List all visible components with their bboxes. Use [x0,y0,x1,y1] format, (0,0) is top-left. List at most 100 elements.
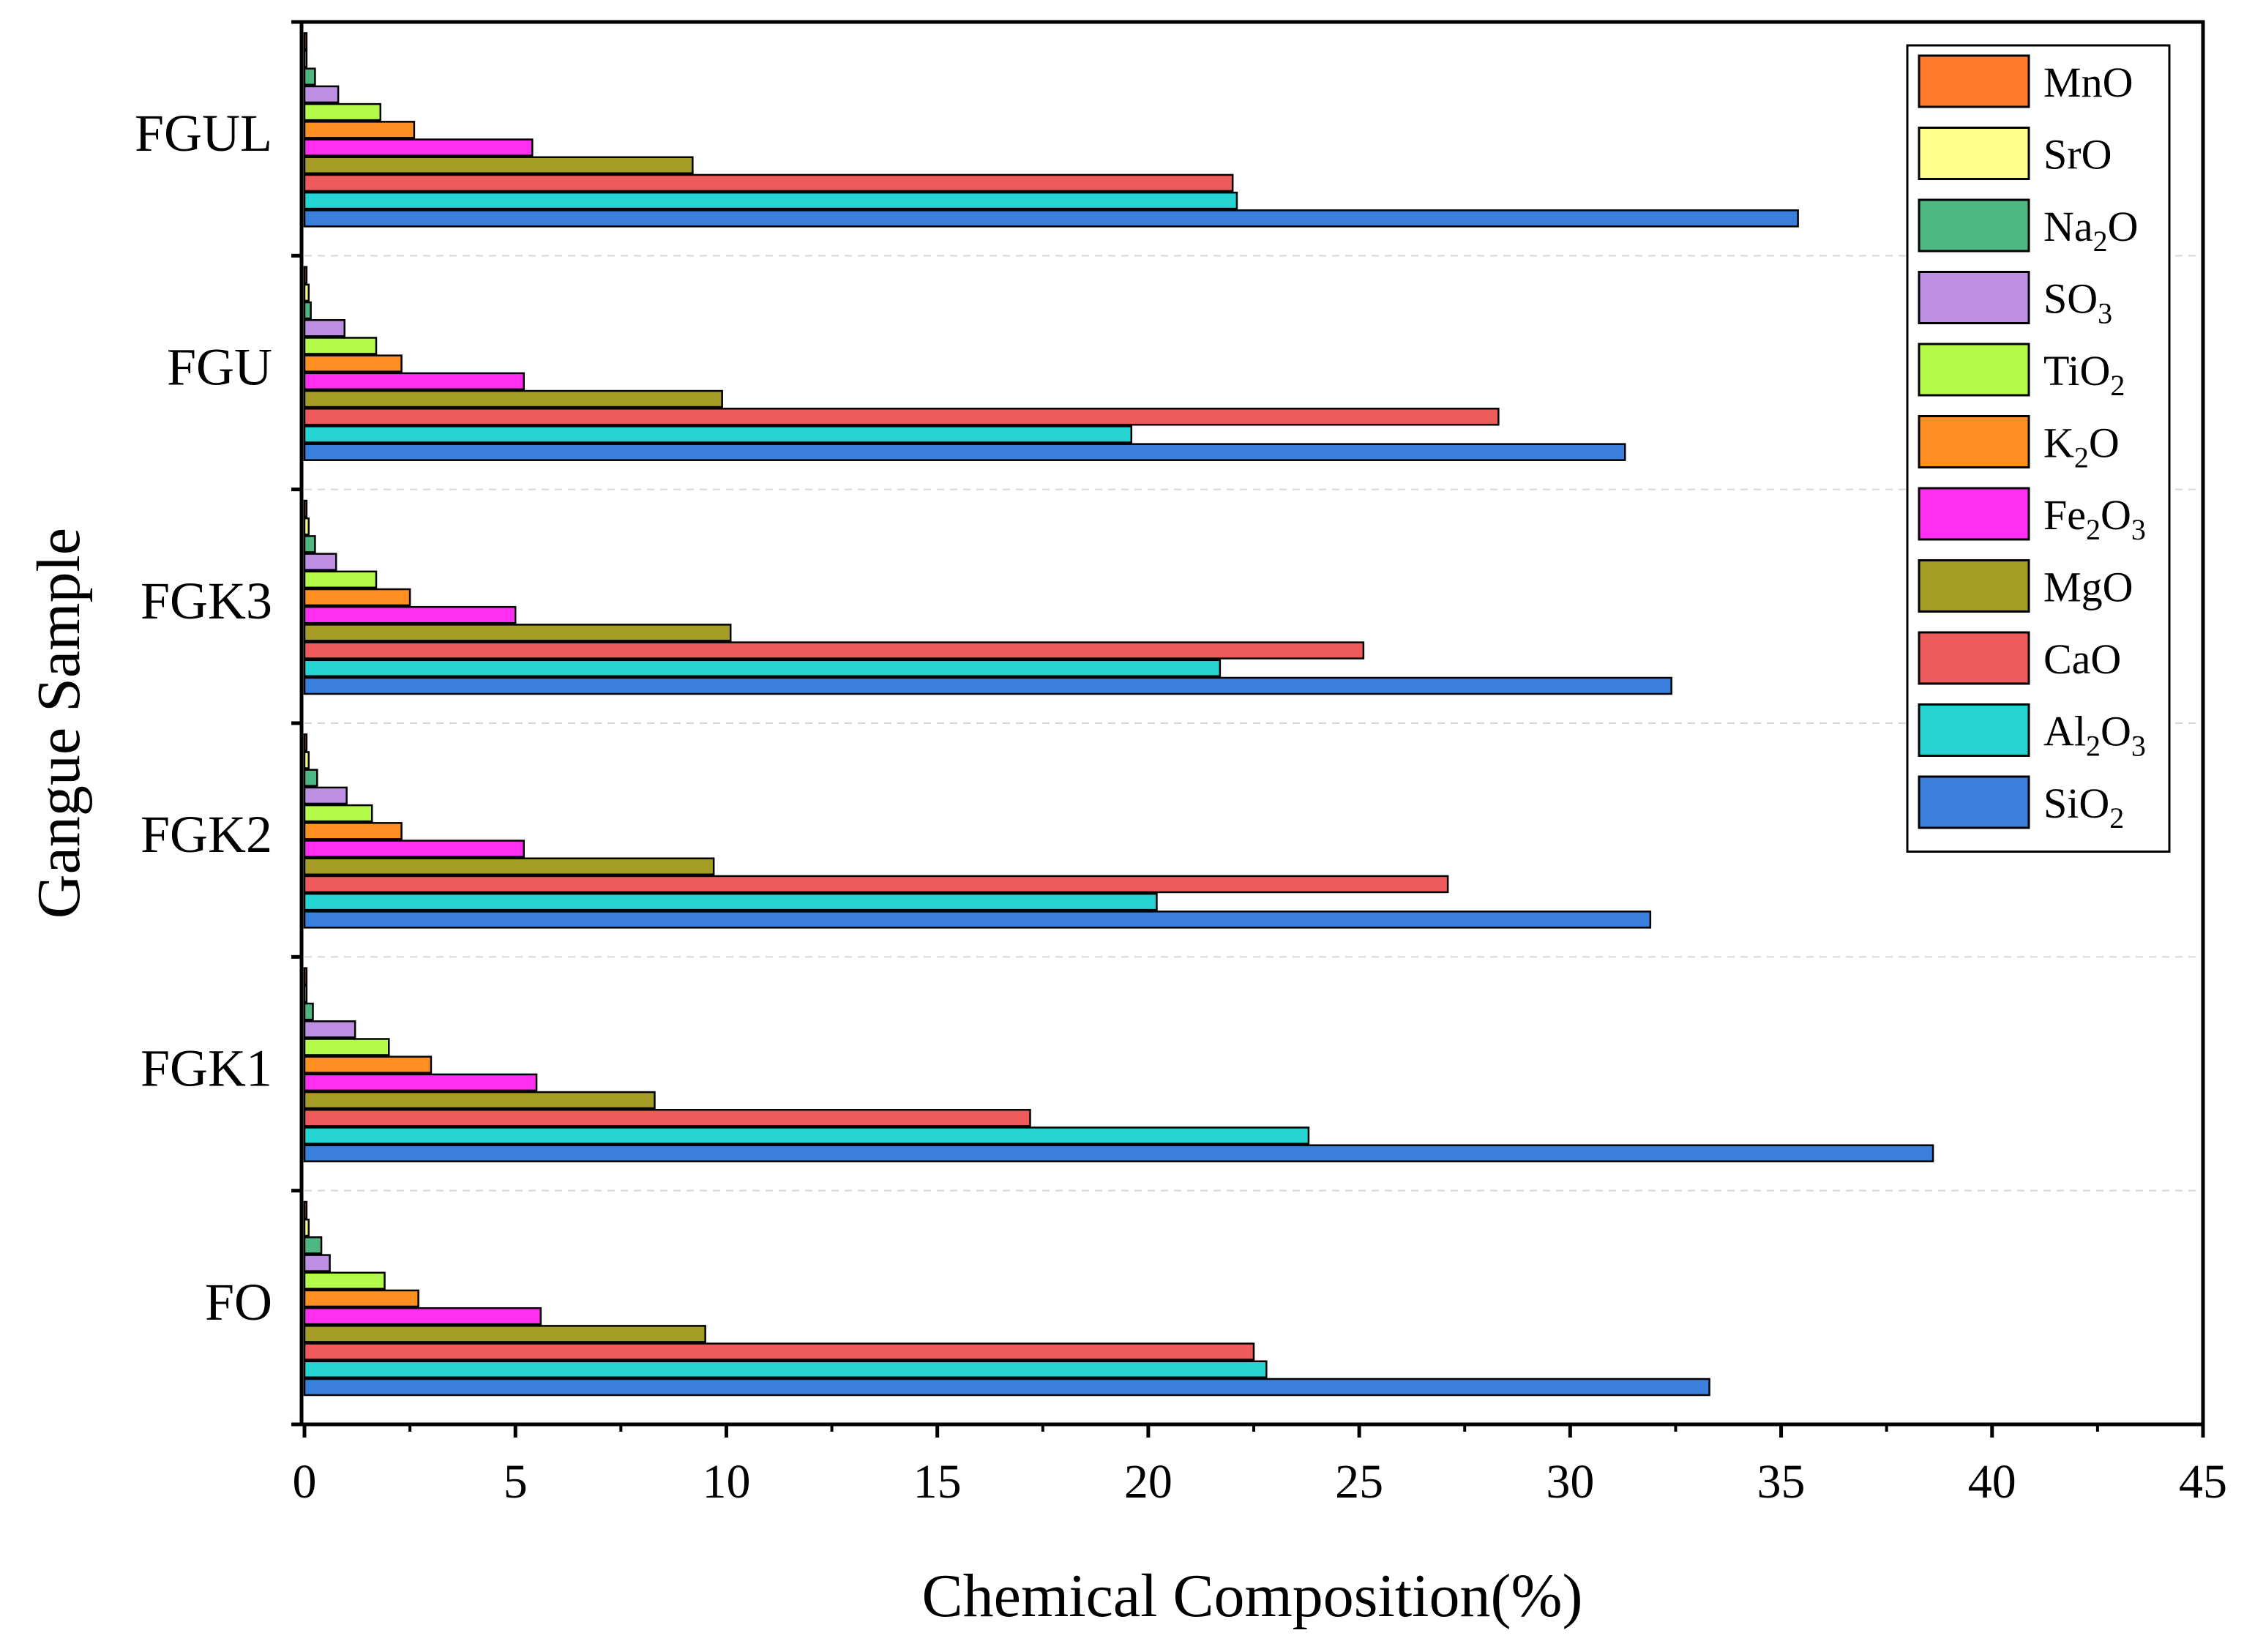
bar-fo-al2o3 [303,1360,1268,1379]
bar-fgu-mno [303,266,308,284]
bar-fgk1-fe2o3 [303,1073,538,1092]
bar-fgk2-al2o3 [303,892,1158,911]
bar-fgk2-na2o [303,769,318,787]
legend-label-tio2: TiO2 [2043,347,2125,402]
legend-label-k2o: K2O [2043,419,2120,474]
y-tick-label: FGK2 [141,805,272,864]
x-tick-label: 40 [1968,1455,2016,1509]
x-tick-label: 25 [1335,1455,1383,1509]
bar-fgk3-sro [303,517,310,536]
legend-label-mgo: MgO [2043,564,2133,611]
bar-fgk2-sio2 [303,911,1652,929]
bar-fgul-fe2o3 [303,138,534,157]
y-tick-label: FGU [167,338,272,397]
legend-swatch-cao [1918,631,2030,685]
legend-label-fe2o3: Fe2O3 [2043,491,2146,546]
legend-label-cao: CaO [2043,635,2121,683]
bar-fgul-so3 [303,85,340,104]
bar-fgu-sro [303,283,310,302]
bar-fgk2-tio2 [303,804,373,823]
bar-fgk1-sio2 [303,1144,1934,1162]
bar-fgk3-na2o [303,535,316,553]
bar-fgul-na2o [303,67,316,86]
bar-fgk2-cao [303,875,1449,894]
bar-fgk1-tio2 [303,1038,390,1056]
grid-layer [304,255,2203,1192]
legend-swatch-sio2 [1918,775,2030,829]
legend-swatch-mgo [1918,559,2030,613]
bar-fgk3-mgo [303,624,732,642]
legend-label-na2o: Na2O [2043,203,2139,258]
legend-swatch-k2o [1918,415,2030,468]
bar-fgu-al2o3 [303,425,1133,444]
bar-fgu-k2o [303,354,403,373]
bar-fo-na2o [303,1236,323,1255]
bar-fgu-na2o [303,301,312,320]
bar-fgk2-mgo [303,857,715,875]
bar-fgk1-k2o [303,1055,433,1074]
legend: MnO SrO Na2O SO3 TiO2 K2O Fe2O3 MgO CaO Al2O3 SiO2 [1906,44,2171,853]
bar-fgk1-na2o [303,1002,314,1021]
bar-fgk1-mgo [303,1091,656,1110]
bar-fgk2-fe2o3 [303,840,526,858]
bar-fgk3-al2o3 [303,659,1222,678]
bar-fgul-mgo [303,156,694,174]
bar-fo-fe2o3 [303,1307,542,1326]
bar-fgk2-mno [303,733,308,752]
x-tick-label: 0 [293,1455,317,1509]
x-tick-label: 35 [1757,1455,1806,1509]
bar-fgk1-cao [303,1109,1031,1127]
legend-label-mno: MnO [2043,59,2133,106]
y-tick-label: FGUL [135,104,272,162]
bar-fgul-sro [303,50,308,68]
y-axis-title: Gangue Sample [25,528,93,919]
bar-fgu-mgo [303,389,723,408]
bar-fgk3-k2o [303,588,411,607]
bar-fo-mno [303,1200,308,1219]
bar-fgul-al2o3 [303,191,1238,210]
bar-fo-so3 [303,1254,331,1272]
legend-swatch-na2o [1918,198,2030,253]
x-tick-label: 10 [702,1455,750,1509]
legend-label-al2o3: Al2O3 [2043,708,2146,763]
bar-fgk1-sro [303,984,308,1003]
legend-swatch-sro [1918,127,2030,180]
x-tick-label: 30 [1546,1455,1594,1509]
bar-fgk3-mno [303,499,308,518]
y-tick-label: FGK3 [141,572,272,630]
bar-fgk3-so3 [303,553,337,571]
bar-fgu-sio2 [303,443,1626,461]
bar-fgk1-so3 [303,1020,356,1039]
legend-swatch-al2o3 [1918,703,2030,757]
y-tick-label: FO [205,1273,272,1331]
axis-layer: FO FGK1 FGK2 FGK3 FGU FGUL 0 5 10 15 20 25 30 35 40 45 [135,20,2227,1509]
bar-fgk3-cao [303,641,1365,659]
bar-fgu-fe2o3 [303,372,526,391]
bar-fo-k2o [303,1289,419,1308]
bar-fo-sio2 [303,1378,1710,1397]
x-axis-title: Chemical Composition(%) [922,1562,1583,1630]
bar-fo-cao [303,1342,1255,1361]
legend-swatch-mno [1918,54,2030,108]
bar-fgk2-so3 [303,786,348,805]
bar-fgul-mno [303,32,308,51]
legend-label-so3: SO3 [2043,275,2112,330]
bar-fgul-tio2 [303,102,382,122]
bar-fgk2-sro [303,751,310,769]
x-tick-label: 5 [504,1455,528,1509]
legend-swatch-fe2o3 [1918,487,2030,541]
legend-swatch-so3 [1918,271,2030,324]
bar-fo-sro [303,1218,310,1237]
legend-label-sio2: SiO2 [2043,780,2124,834]
bar-fgk3-fe2o3 [303,605,517,624]
y-tick-label: FGK1 [141,1039,272,1098]
bar-fgk1-al2o3 [303,1126,1310,1145]
bars-layer [303,32,1934,1397]
bar-fgul-cao [303,173,1234,193]
x-tick-label: 20 [1124,1455,1173,1509]
legend-swatch-tio2 [1918,343,2030,397]
bar-fgk3-tio2 [303,570,378,589]
bar-fgk2-k2o [303,822,403,840]
x-tick-label: 45 [2179,1455,2227,1509]
